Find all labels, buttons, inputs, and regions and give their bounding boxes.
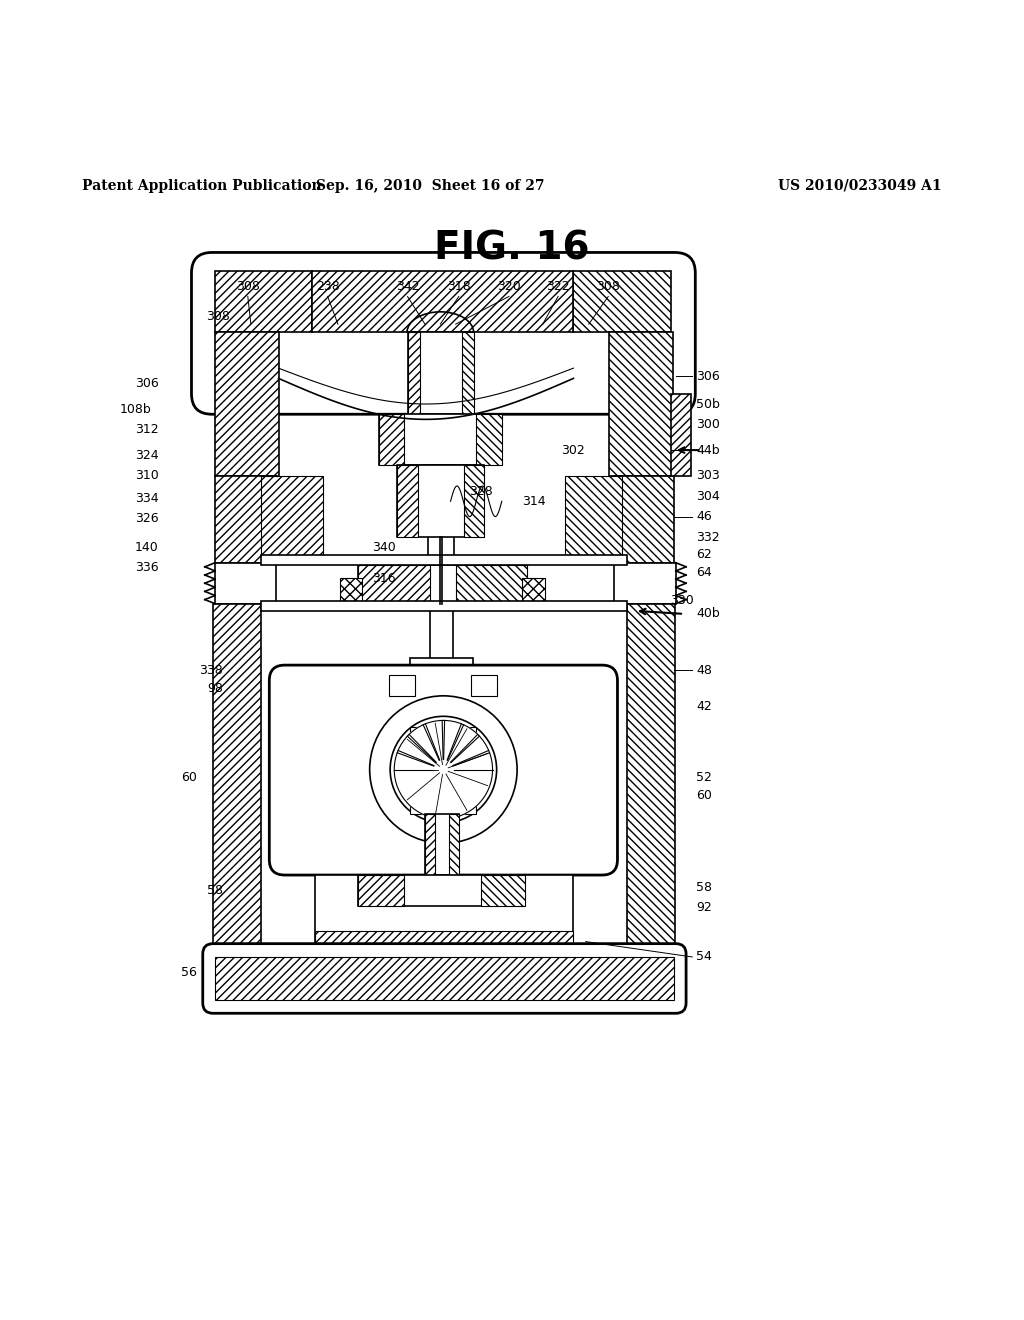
Text: 338: 338	[200, 664, 223, 677]
Text: 326: 326	[135, 512, 159, 525]
Text: 312: 312	[135, 424, 159, 436]
Text: 308: 308	[207, 310, 230, 323]
Bar	[358, 565, 527, 603]
Bar	[408, 333, 420, 414]
Bar	[358, 565, 430, 603]
Text: 52: 52	[696, 771, 713, 784]
Bar	[358, 875, 525, 906]
Text: 302: 302	[561, 444, 585, 457]
Text: Patent Application Publication: Patent Application Publication	[82, 178, 322, 193]
Text: 316: 316	[372, 572, 395, 585]
Bar	[215, 562, 276, 603]
Bar	[261, 601, 627, 611]
Bar	[410, 726, 476, 813]
Bar	[471, 676, 497, 696]
Text: US 2010/0233049 A1: US 2010/0233049 A1	[778, 178, 942, 193]
Text: Sep. 16, 2010  Sheet 16 of 27: Sep. 16, 2010 Sheet 16 of 27	[315, 178, 545, 193]
Bar	[462, 333, 474, 414]
Text: 336: 336	[135, 561, 159, 574]
Bar	[389, 676, 415, 696]
Text: 56: 56	[180, 966, 197, 979]
Bar	[565, 475, 622, 562]
Text: 334: 334	[135, 492, 159, 504]
Text: 306: 306	[135, 378, 159, 389]
Bar	[408, 333, 474, 414]
Bar	[213, 603, 261, 968]
Text: 42: 42	[696, 700, 712, 713]
Bar	[627, 603, 675, 968]
Text: 238: 238	[315, 280, 340, 293]
Bar	[213, 946, 676, 977]
Bar	[261, 475, 323, 562]
Bar	[215, 271, 312, 333]
Text: 330: 330	[670, 594, 693, 607]
Bar	[379, 414, 404, 466]
Bar	[215, 333, 279, 475]
Bar	[573, 271, 671, 333]
Bar	[397, 466, 484, 537]
Text: 54: 54	[696, 950, 713, 964]
Text: 320: 320	[497, 280, 521, 293]
Bar	[312, 271, 573, 333]
Text: 40b: 40b	[696, 607, 720, 620]
Text: 304: 304	[696, 490, 720, 503]
Text: 50b: 50b	[696, 397, 720, 411]
Bar	[614, 475, 674, 562]
Bar	[215, 475, 276, 562]
Circle shape	[394, 721, 493, 818]
Text: 332: 332	[696, 531, 720, 544]
Text: 342: 342	[395, 280, 420, 293]
Text: 306: 306	[696, 370, 720, 383]
Text: 62: 62	[696, 548, 712, 561]
Bar	[522, 578, 545, 601]
Text: 314: 314	[522, 495, 546, 508]
Bar	[340, 578, 362, 601]
Text: 310: 310	[135, 469, 159, 482]
Text: 60: 60	[180, 771, 197, 784]
Bar	[215, 957, 674, 1001]
Bar	[410, 657, 473, 672]
FancyBboxPatch shape	[203, 944, 686, 1014]
Bar	[430, 603, 453, 660]
Text: 300: 300	[696, 418, 720, 430]
Bar	[261, 554, 627, 565]
Text: 322: 322	[546, 280, 570, 293]
Bar	[464, 466, 484, 537]
Bar	[671, 393, 691, 475]
Bar	[397, 466, 418, 537]
Text: 58: 58	[696, 880, 713, 894]
Bar	[315, 932, 573, 952]
Text: 308: 308	[236, 280, 260, 293]
Text: 98: 98	[207, 682, 223, 696]
Text: 64: 64	[696, 566, 712, 579]
Bar	[379, 414, 502, 466]
Bar	[425, 813, 459, 875]
Text: FIG. 16: FIG. 16	[434, 230, 590, 268]
Bar	[476, 414, 502, 466]
Text: 340: 340	[372, 541, 395, 554]
Bar	[609, 333, 673, 475]
Bar	[428, 466, 454, 568]
Text: 108b: 108b	[120, 403, 152, 416]
Text: 92: 92	[696, 902, 712, 915]
Text: 60: 60	[696, 788, 713, 801]
FancyBboxPatch shape	[269, 665, 617, 875]
Bar	[481, 875, 525, 906]
Bar	[425, 813, 435, 875]
Text: 318: 318	[446, 280, 471, 293]
Text: 308: 308	[596, 280, 621, 293]
Bar	[315, 875, 573, 952]
Bar	[614, 562, 676, 603]
Text: 46: 46	[696, 510, 712, 523]
Text: 48: 48	[696, 664, 713, 677]
Bar	[456, 565, 527, 603]
Bar	[449, 813, 459, 875]
Text: 324: 324	[135, 449, 159, 462]
Text: 44b: 44b	[696, 444, 720, 457]
Bar	[358, 875, 404, 906]
Text: 303: 303	[696, 469, 720, 482]
Text: 58: 58	[207, 884, 223, 896]
Text: 328: 328	[469, 484, 493, 498]
Text: 140: 140	[135, 541, 159, 554]
